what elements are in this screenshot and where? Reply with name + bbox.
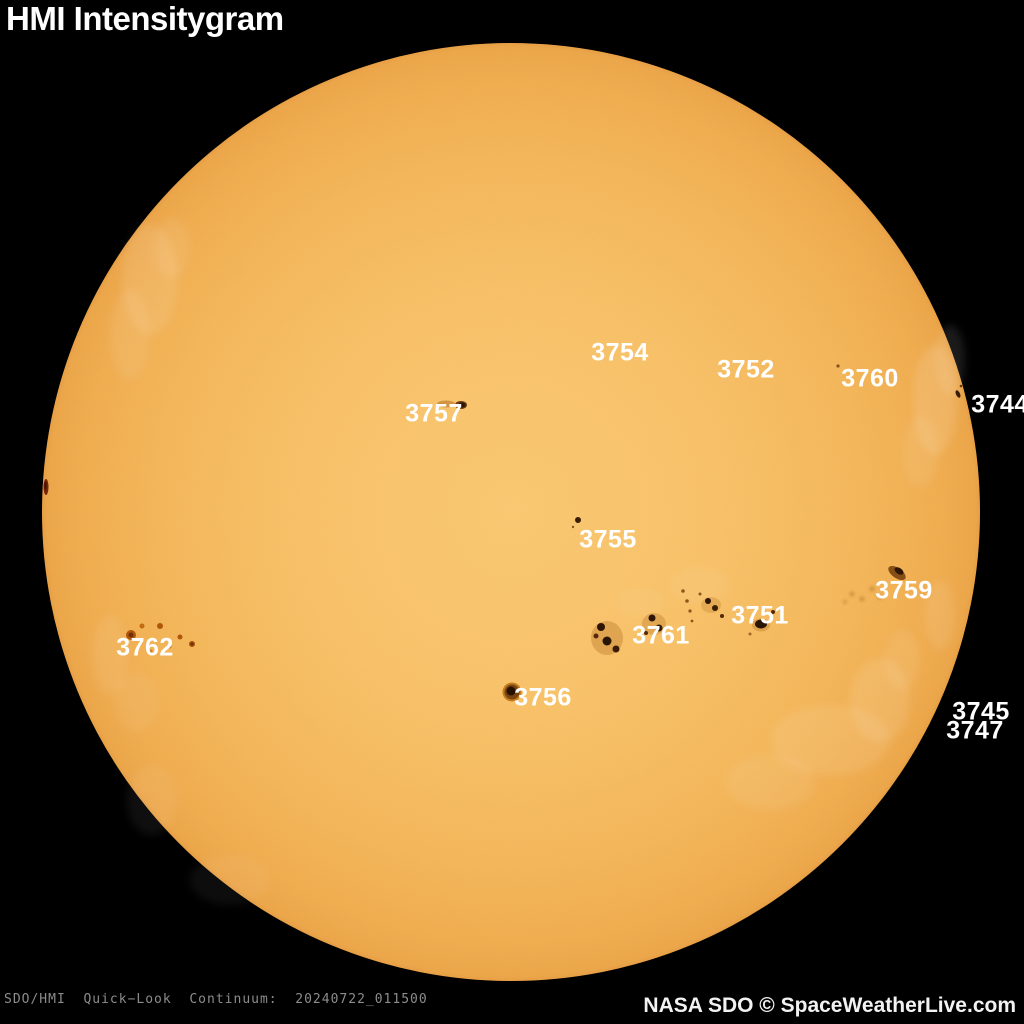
region-label-3759: 3759	[875, 576, 933, 605]
region-label-3747: 3747	[946, 716, 1004, 745]
region-label-3745: 3745	[952, 697, 1010, 726]
sunspot-group-3761	[591, 589, 724, 655]
sunspot-group-3759	[843, 565, 906, 604]
granulation-dark	[42, 43, 980, 981]
sunspot-group-3744	[955, 384, 963, 398]
left-limb-spot	[43, 479, 49, 495]
region-label-3752: 3752	[717, 355, 775, 384]
sunspot-group-3755	[571, 517, 581, 529]
sunspot-group-3751	[748, 610, 775, 636]
region-label-3762: 3762	[116, 633, 174, 662]
region-label-3755: 3755	[579, 525, 637, 554]
region-label-3757: 3757	[405, 399, 463, 428]
sunspot-group-3756	[502, 682, 522, 702]
region-label-3756: 3756	[514, 683, 572, 712]
region-label-3760: 3760	[841, 364, 899, 393]
region-label-3754: 3754	[591, 338, 649, 367]
observation-info-text: SDO/HMI Quick−Look Continuum: 20240722_0…	[4, 992, 428, 1007]
credit-text: NASA SDO © SpaceWeatherLive.com	[643, 994, 1016, 1017]
region-label-3761: 3761	[632, 621, 690, 650]
sunspot-group-3757	[437, 400, 467, 409]
page-title: HMI Intensitygram	[6, 0, 284, 37]
plage-regions	[92, 218, 965, 905]
region-label-3744: 3744	[971, 390, 1024, 419]
region-label-3751: 3751	[731, 601, 789, 630]
sunspot-group-3760	[836, 364, 840, 368]
sunspot-group-3762	[126, 623, 195, 653]
